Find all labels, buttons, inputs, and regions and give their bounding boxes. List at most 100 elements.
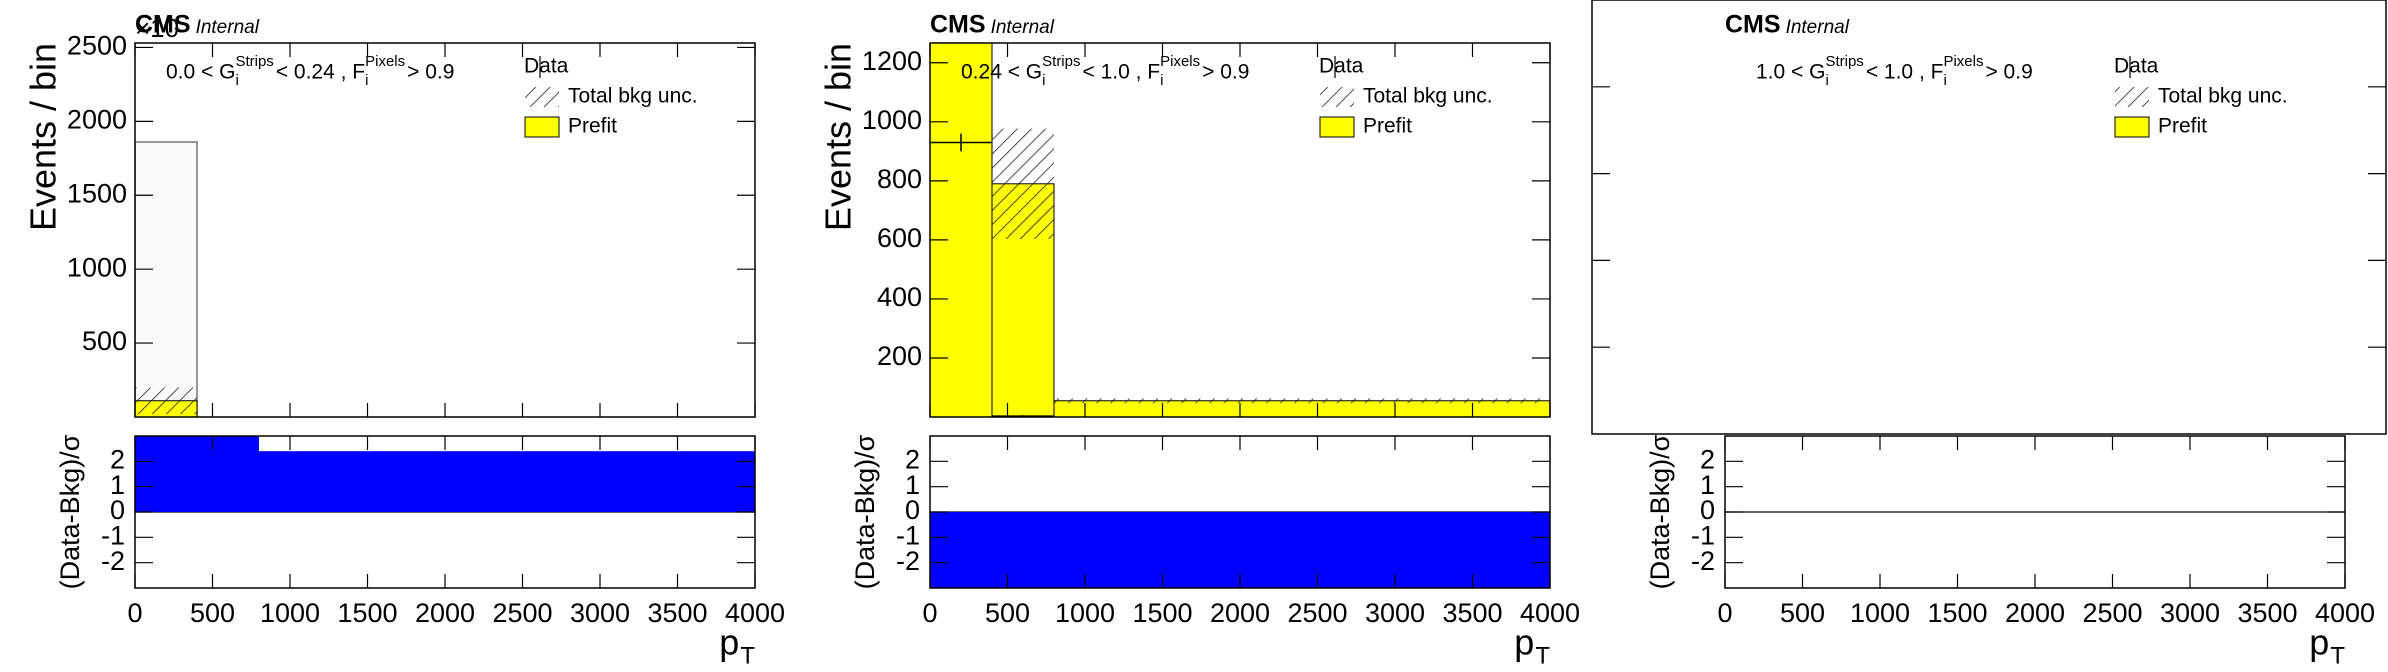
legend-label: Prefit <box>1363 115 1412 138</box>
legend-swatch <box>1320 87 1354 107</box>
bkg-outline-bar <box>135 141 198 417</box>
x-tick-label: 4000 <box>2315 598 2375 628</box>
legend-swatch <box>1319 116 1355 138</box>
x-tick-label: 1500 <box>337 598 397 628</box>
y-exponent: ×10 <box>135 13 179 43</box>
cms-label: CMS <box>1725 11 1781 39</box>
legend-label: Data <box>2114 55 2159 78</box>
y-tick-label: 600 <box>877 223 922 253</box>
main-plot <box>135 141 198 417</box>
legend-swatch <box>2114 116 2150 138</box>
legend-label: Total bkg unc. <box>568 85 698 108</box>
x-tick-label: 1000 <box>1055 598 1115 628</box>
bkg-unc-band <box>135 387 197 415</box>
y-tick-label: 1000 <box>67 252 127 282</box>
bkg-unc-band <box>1054 398 1550 404</box>
x-axis-title: p <box>1514 622 1534 663</box>
y-tick-label: 1500 <box>67 178 127 208</box>
selection-text: > 0.9 <box>1202 61 1249 84</box>
x-tick-label: 2500 <box>1287 598 1347 628</box>
selection-sub: i <box>1160 72 1163 89</box>
x-tick-label: 4000 <box>725 598 785 628</box>
legend-swatch <box>525 87 559 107</box>
legend-label: Total bkg unc. <box>2158 85 2288 108</box>
x-tick-label: 2500 <box>2082 598 2142 628</box>
selection-sub: i <box>1943 72 1946 89</box>
ratio-y-tick-label: -1 <box>101 520 125 550</box>
x-tick-label: 3500 <box>2237 598 2297 628</box>
pull-bar <box>930 512 992 588</box>
selection-text: > 0.9 <box>1985 61 2032 84</box>
x-tick-label: 1000 <box>260 598 320 628</box>
x-tick-label: 1500 <box>1132 598 1192 628</box>
legend-swatch <box>524 116 560 138</box>
x-tick-label: 0 <box>1717 598 1732 628</box>
legend-label: Prefit <box>568 115 617 138</box>
ratio-y-tick-label: -2 <box>896 546 920 576</box>
bkg-unc-band <box>992 128 1054 240</box>
ratio-y-tick-label: 1 <box>1700 470 1715 500</box>
y-tick-label: 400 <box>877 282 922 312</box>
y-tick-label: 2000 <box>67 104 127 134</box>
internal-label: Internal <box>196 17 260 38</box>
x-axis-title-sub: T <box>740 642 755 669</box>
main-plot <box>930 43 1550 417</box>
ratio-y-tick-label: 0 <box>110 495 125 525</box>
ratio-y-tick-label: 0 <box>1700 495 1715 525</box>
ratio-y-tick-label: -1 <box>1691 520 1715 550</box>
x-tick-label: 500 <box>190 598 235 628</box>
ratio-y-tick-label: 2 <box>905 444 920 474</box>
x-tick-label: 4000 <box>1520 598 1580 628</box>
selection-text: < 1.0 , F <box>1866 61 1944 84</box>
selection-sup: Pixels <box>365 53 405 70</box>
ratio-y-tick-label: 1 <box>110 470 125 500</box>
selection-sup: Pixels <box>1160 53 1200 70</box>
main-frame <box>1591 0 2387 435</box>
legend-label: Data <box>1319 55 1364 78</box>
x-tick-label: 2000 <box>415 598 475 628</box>
x-tick-label: 3500 <box>647 598 707 628</box>
ratio-y-tick-label: -2 <box>1691 546 1715 576</box>
y-tick-label: 2500 <box>67 31 127 61</box>
ratio-y-tick-label: 2 <box>1700 444 1715 474</box>
selection-sup: Pixels <box>1943 53 1983 70</box>
cms-label: CMS <box>135 11 191 39</box>
pull-bar <box>135 436 197 512</box>
internal-label: Internal <box>991 17 1055 38</box>
ratio-y-axis-title: (Data-Bkg)/σ <box>850 434 880 589</box>
selection-text: 0.0 < G <box>166 61 235 84</box>
ratio-y-tick-label: 1 <box>905 470 920 500</box>
ratio-plot <box>930 511 1550 588</box>
y-axis-title: Events / bin <box>23 43 64 231</box>
x-axis-title-sub: T <box>2330 642 2345 669</box>
ratio-y-tick-label: -1 <box>896 520 920 550</box>
pull-bar <box>1054 512 1550 588</box>
y-tick-label: 500 <box>82 326 127 356</box>
x-tick-label: 0 <box>922 598 937 628</box>
legend-swatch <box>2115 87 2149 107</box>
prefit-bar <box>1053 400 1550 417</box>
selection-text: 0.24 < G <box>961 61 1042 84</box>
x-tick-label: 3000 <box>1365 598 1425 628</box>
ratio-y-tick-label: 0 <box>905 495 920 525</box>
y-tick-label: 800 <box>877 164 922 194</box>
pull-bar <box>197 436 259 512</box>
selection-sub: i <box>1042 72 1045 89</box>
selection-text: 1.0 < G <box>1756 61 1825 84</box>
legend-label: Data <box>524 55 569 78</box>
internal-label: Internal <box>1786 17 1850 38</box>
selection-sub: i <box>365 72 368 89</box>
y-tick-label: 1000 <box>862 105 922 135</box>
y-axis-title: Events / bin <box>818 43 859 231</box>
x-tick-label: 1500 <box>1927 598 1987 628</box>
x-tick-label: 2000 <box>1210 598 1270 628</box>
x-axis-title-sub: T <box>1535 642 1550 669</box>
selection-text: > 0.9 <box>407 61 454 84</box>
ratio-y-axis-title: (Data-Bkg)/σ <box>1645 434 1675 589</box>
cms-label: CMS <box>930 11 986 39</box>
pull-bar <box>259 451 755 512</box>
ratio-plot <box>135 436 755 513</box>
x-tick-label: 2000 <box>2005 598 2065 628</box>
y-tick-label: 1200 <box>862 46 922 76</box>
